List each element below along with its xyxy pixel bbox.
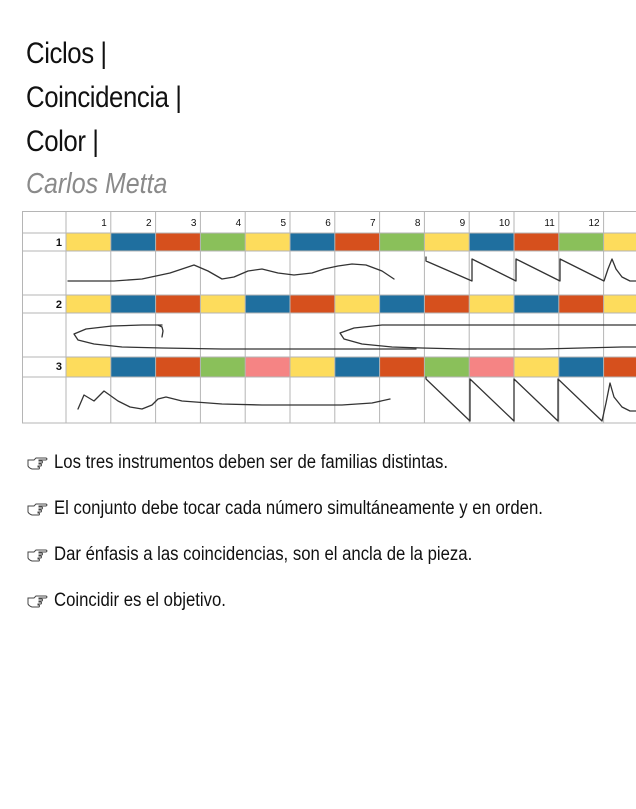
color-block <box>110 295 156 313</box>
instruction-item: Los tres instrumentos deben ser de famil… <box>26 440 610 486</box>
color-block <box>334 233 380 251</box>
instruction-item: El conjunto debe tocar cada número simul… <box>26 486 610 532</box>
color-blocks <box>66 233 636 377</box>
grid-lines <box>22 211 636 424</box>
color-block <box>558 357 604 377</box>
color-block <box>200 233 246 251</box>
pointing-hand-icon <box>27 503 48 516</box>
gesture-line-2b <box>157 324 164 338</box>
instrument-labels: 1 2 3 <box>56 237 62 373</box>
color-block <box>379 295 425 313</box>
column-number: 4 <box>236 218 242 229</box>
instruction-item: Dar énfasis a las coincidencias, son el … <box>26 532 610 578</box>
instruction-text: Dar énfasis a las coincidencias, son el … <box>54 544 473 565</box>
color-block <box>514 295 559 313</box>
color-block <box>424 233 470 251</box>
instruction-text: Coincidir es el objetivo. <box>54 590 226 611</box>
color-block <box>66 295 111 313</box>
color-block <box>290 295 335 313</box>
column-number: 11 <box>544 218 555 229</box>
color-block <box>603 295 636 313</box>
color-block <box>469 233 514 251</box>
instruction-text: Los tres instrumentos deben ser de famil… <box>54 452 449 473</box>
instrument-label: 3 <box>56 361 62 373</box>
color-block <box>514 233 559 251</box>
color-block <box>245 233 290 251</box>
column-number: 8 <box>415 218 421 229</box>
color-block <box>469 295 514 313</box>
color-block <box>245 357 290 377</box>
column-number: 12 <box>588 218 600 229</box>
color-block <box>290 233 335 251</box>
color-block <box>334 295 380 313</box>
color-block <box>424 295 470 313</box>
column-number-labels: 1 2 3 4 5 6 7 8 9 10 11 12 <box>101 218 600 229</box>
pointing-hand-icon <box>27 549 48 562</box>
gesture-line-2a <box>73 324 417 350</box>
color-block <box>603 233 636 251</box>
column-number: 7 <box>370 218 376 229</box>
color-block <box>379 233 425 251</box>
color-block <box>155 357 201 377</box>
column-number: 3 <box>191 218 197 229</box>
instrument-label: 1 <box>56 237 62 249</box>
title-line-ciclos: Ciclos | <box>26 37 107 70</box>
title-block: Ciclos | Coincidencia | Color | <box>26 32 207 164</box>
color-block <box>514 357 559 377</box>
instruction-text: El conjunto debe tocar cada número simul… <box>54 498 543 519</box>
title-line-coincidencia: Coincidencia | <box>26 81 182 114</box>
gesture-line-1b <box>425 256 636 282</box>
color-block <box>379 357 425 377</box>
color-block <box>334 357 380 377</box>
author-name: Carlos Metta <box>26 168 168 200</box>
color-block <box>200 295 246 313</box>
color-block <box>66 357 111 377</box>
color-block <box>558 233 604 251</box>
gesture-line-1a <box>67 263 395 282</box>
color-block <box>110 357 156 377</box>
instrument-label: 2 <box>56 299 62 311</box>
color-block <box>66 233 111 251</box>
color-block <box>110 233 156 251</box>
color-block <box>155 295 201 313</box>
color-block <box>155 233 201 251</box>
column-number: 6 <box>325 218 331 229</box>
pointing-hand-icon <box>27 457 48 470</box>
column-number: 1 <box>101 218 107 229</box>
instructions-list: Los tres instrumentos deben ser de famil… <box>26 440 610 624</box>
color-block <box>603 357 636 377</box>
gesture-lines <box>67 256 636 422</box>
title-line-color: Color | <box>26 125 99 158</box>
color-block <box>245 295 290 313</box>
color-block <box>424 357 470 377</box>
color-block <box>558 295 604 313</box>
gesture-line-3b <box>425 376 636 422</box>
column-number: 9 <box>460 218 466 229</box>
color-block <box>469 357 514 377</box>
color-block <box>200 357 246 377</box>
gesture-line-3a <box>77 390 391 410</box>
color-block <box>290 357 335 377</box>
column-number: 5 <box>280 218 286 229</box>
column-number: 2 <box>146 218 152 229</box>
column-number: 10 <box>499 218 511 229</box>
score-svg: 1 2 3 4 5 6 7 8 9 10 11 12 123 <box>22 211 636 424</box>
pointing-hand-icon <box>27 595 48 608</box>
gesture-line-2c <box>339 324 636 350</box>
instruction-item: Coincidir es el objetivo. <box>26 578 610 624</box>
